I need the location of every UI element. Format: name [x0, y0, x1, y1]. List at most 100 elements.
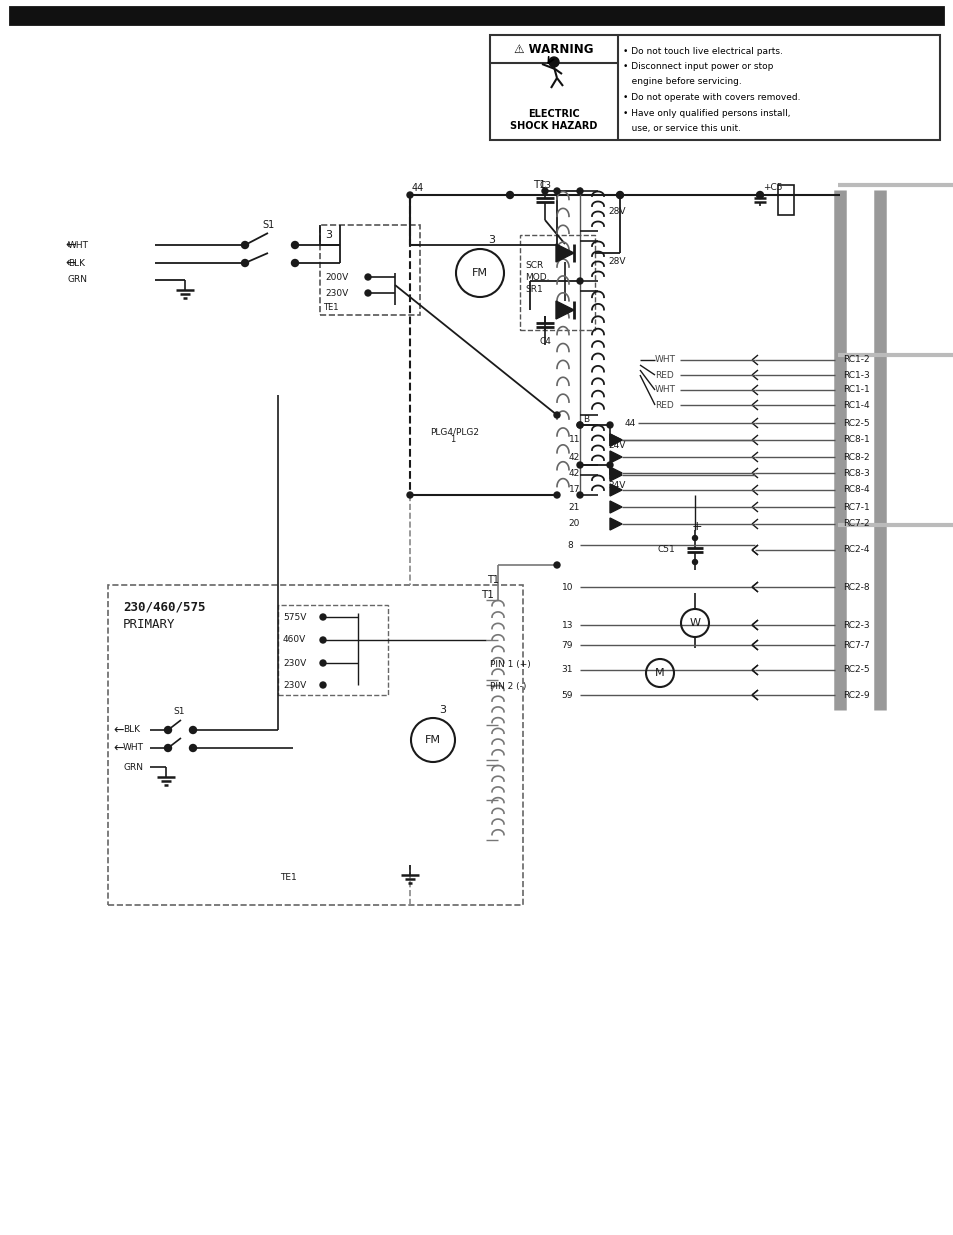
Text: 575V: 575V [283, 613, 306, 621]
Circle shape [692, 559, 697, 564]
Text: 21: 21 [568, 503, 579, 511]
Text: 28V: 28V [607, 206, 625, 215]
Circle shape [756, 191, 762, 199]
Text: S1: S1 [262, 220, 274, 230]
Text: WHT: WHT [123, 743, 144, 752]
Text: RC7-7: RC7-7 [842, 641, 869, 650]
Polygon shape [609, 451, 621, 463]
Polygon shape [556, 245, 574, 262]
Text: RC1-4: RC1-4 [842, 400, 869, 410]
Circle shape [548, 57, 558, 67]
Text: ⚠ WARNING: ⚠ WARNING [514, 42, 593, 56]
Circle shape [554, 562, 559, 568]
Text: 3: 3 [325, 230, 332, 240]
Text: C51: C51 [657, 546, 675, 555]
Circle shape [606, 462, 613, 468]
Circle shape [616, 191, 623, 199]
Text: M: M [655, 668, 664, 678]
Circle shape [554, 412, 559, 417]
Circle shape [617, 191, 622, 198]
Circle shape [292, 242, 298, 248]
Text: • Do not operate with covers removed.: • Do not operate with covers removed. [622, 93, 800, 103]
Polygon shape [556, 301, 574, 319]
Text: GRN: GRN [68, 275, 88, 284]
Text: RC7-1: RC7-1 [842, 503, 869, 511]
Circle shape [241, 259, 248, 267]
Text: 13: 13 [561, 620, 573, 630]
Bar [277, 605, 388, 695]
Text: +C5: +C5 [762, 183, 781, 191]
Polygon shape [609, 517, 621, 530]
Text: ←: ← [65, 238, 75, 252]
Circle shape [407, 191, 413, 198]
Text: 8: 8 [567, 541, 573, 550]
Text: • Do not touch live electrical parts.: • Do not touch live electrical parts. [622, 47, 782, 56]
Text: 10: 10 [561, 583, 573, 592]
Polygon shape [609, 433, 621, 446]
Text: WHT: WHT [655, 356, 676, 364]
Text: 28V: 28V [607, 257, 625, 266]
Text: ←: ← [112, 741, 123, 755]
Text: 1: 1 [450, 436, 455, 445]
Bar [519, 235, 595, 330]
Text: RC7-2: RC7-2 [842, 520, 869, 529]
Text: PRIMARY: PRIMARY [123, 619, 175, 631]
Text: 20: 20 [568, 520, 579, 529]
Text: +: + [691, 520, 702, 532]
Circle shape [164, 726, 172, 734]
Text: GRN: GRN [123, 762, 143, 772]
Circle shape [541, 188, 547, 194]
Text: SCR: SCR [524, 261, 542, 269]
Circle shape [164, 745, 172, 752]
Text: 17: 17 [568, 485, 579, 494]
Text: WHT: WHT [68, 241, 89, 249]
Text: PIN 1 (+): PIN 1 (+) [490, 661, 530, 669]
Text: 200V: 200V [325, 273, 348, 282]
Text: ←: ← [112, 724, 123, 736]
Text: RED: RED [655, 370, 673, 379]
Bar [778, 185, 793, 215]
Text: RC8-4: RC8-4 [842, 485, 869, 494]
Text: C3: C3 [539, 182, 552, 190]
Text: RC8-3: RC8-3 [842, 468, 869, 478]
Circle shape [577, 422, 582, 429]
Text: ELECTRIC
SHOCK HAZARD: ELECTRIC SHOCK HAZARD [510, 109, 598, 131]
Text: 24V: 24V [607, 441, 625, 450]
Text: RC8-1: RC8-1 [842, 436, 869, 445]
Text: BLK: BLK [68, 258, 85, 268]
Bar [319, 225, 419, 315]
Bar [490, 35, 939, 140]
Text: RC2-4: RC2-4 [842, 546, 868, 555]
Text: BLK: BLK [123, 725, 140, 735]
Text: TE1: TE1 [323, 303, 338, 311]
Circle shape [319, 682, 326, 688]
Text: 11: 11 [568, 436, 579, 445]
Circle shape [365, 290, 371, 296]
Text: W: W [689, 618, 700, 629]
Text: T1: T1 [480, 590, 494, 600]
Circle shape [506, 191, 513, 199]
Text: T1: T1 [533, 180, 545, 190]
Text: • Have only qualified persons install,: • Have only qualified persons install, [622, 109, 790, 117]
Text: TE1: TE1 [280, 872, 296, 882]
Text: 3: 3 [488, 235, 495, 245]
Text: 230/460/575: 230/460/575 [123, 600, 205, 614]
Polygon shape [609, 484, 621, 496]
Text: T1: T1 [486, 576, 498, 585]
Text: RC1-1: RC1-1 [842, 385, 869, 394]
Text: FM: FM [472, 268, 488, 278]
Bar [10, 7, 943, 25]
Circle shape [692, 536, 697, 541]
Circle shape [365, 274, 371, 280]
Polygon shape [609, 469, 621, 480]
Text: MOD.: MOD. [524, 273, 549, 282]
Text: RC2-3: RC2-3 [842, 620, 869, 630]
Circle shape [190, 745, 196, 752]
Circle shape [554, 492, 559, 498]
Text: RC1-3: RC1-3 [842, 370, 869, 379]
Text: use, or service this unit.: use, or service this unit. [622, 124, 740, 133]
Text: RC2-8: RC2-8 [842, 583, 869, 592]
Circle shape [577, 492, 582, 498]
Text: C4: C4 [539, 336, 551, 346]
Text: 3: 3 [438, 705, 446, 715]
